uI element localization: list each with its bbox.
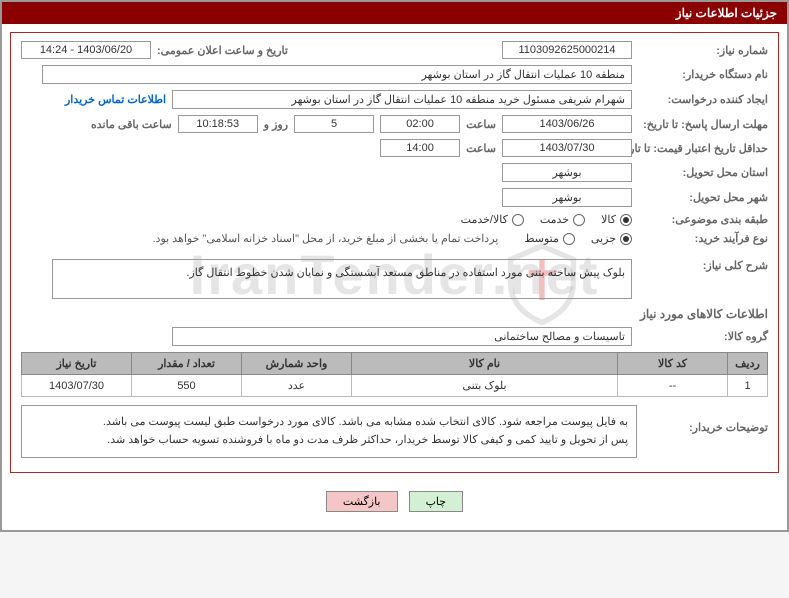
province-label: استان محل تحویل:: [638, 166, 768, 179]
radio-dot-icon: [573, 214, 585, 226]
back-button[interactable]: بازگشت: [326, 491, 398, 512]
page-header: جزئیات اطلاعات نیاز: [2, 2, 787, 24]
th-qty: تعداد / مقدار: [132, 353, 242, 375]
desc-title-label: شرح کلی نیاز:: [638, 259, 768, 272]
cell-date: 1403/07/30: [22, 375, 132, 397]
payment-note: پرداخت تمام یا بخشی از مبلغ خرید، از محل…: [153, 232, 499, 245]
buyer-notes-line2: پس از تحویل و تایید کمی و کیفی کالا توسط…: [30, 432, 628, 450]
days-value: 5: [294, 115, 374, 133]
goods-table: ردیف کد کالا نام کالا واحد شمارش تعداد /…: [21, 352, 768, 397]
cell-code: --: [618, 375, 728, 397]
th-name: نام کالا: [352, 353, 618, 375]
deadline-label: مهلت ارسال پاسخ: تا تاریخ:: [638, 118, 768, 131]
remaining-label: ساعت باقی مانده: [91, 118, 172, 131]
deadline-time: 02:00: [380, 115, 460, 133]
print-button[interactable]: چاپ: [409, 491, 464, 512]
announce-label: تاریخ و ساعت اعلان عمومی:: [157, 44, 288, 57]
th-unit: واحد شمارش: [242, 353, 352, 375]
radio-dot-icon: [512, 214, 524, 226]
process-label: نوع فرآیند خرید:: [638, 232, 768, 245]
validity-time: 14:00: [380, 139, 460, 157]
radio-service-label: خدمت: [540, 213, 569, 226]
buyer-org-value: منطقه 10 عملیات انتقال گاز در استان بوشه…: [42, 65, 632, 84]
buyer-notes-line1: به فایل پیوست مراجعه شود. کالای انتخاب ش…: [30, 414, 628, 432]
radio-dot-icon: [563, 233, 575, 245]
need-number-label: شماره نیاز:: [638, 44, 768, 57]
cell-unit: عدد: [242, 375, 352, 397]
table-row: 1 -- بلوک بتنی عدد 550 1403/07/30: [22, 375, 768, 397]
cell-name: بلوک بتنی: [352, 375, 618, 397]
buyer-notes-label: توضیحات خریدار:: [643, 421, 768, 434]
need-number-value: 1103092625000214: [502, 41, 632, 59]
description-text: بلوک پیش ساخته بتنی مورد استفاده در مناط…: [52, 259, 632, 299]
radio-dot-icon: [620, 233, 632, 245]
deadline-date: 1403/06/26: [502, 115, 632, 133]
city-label: شهر محل تحویل:: [638, 191, 768, 204]
days-and-label: روز و: [264, 118, 288, 131]
validity-date: 1403/07/30: [502, 139, 632, 157]
cell-row: 1: [728, 375, 768, 397]
goods-section-title: اطلاعات کالاهای مورد نیاز: [21, 307, 768, 321]
radio-goods-label: کالا: [601, 213, 616, 226]
province-value: بوشهر: [502, 163, 632, 182]
radio-minor-label: جزیی: [591, 232, 616, 245]
th-code: کد کالا: [618, 353, 728, 375]
th-date: تاریخ نیاز: [22, 353, 132, 375]
cell-qty: 550: [132, 375, 242, 397]
category-label: طبقه بندی موضوعی:: [638, 213, 768, 226]
radio-medium-label: متوسط: [524, 232, 559, 245]
category-radio-group: کالا خدمت کالا/خدمت: [461, 213, 632, 226]
group-label: گروه کالا:: [638, 330, 768, 343]
radio-minor[interactable]: جزیی: [591, 232, 632, 245]
countdown-value: 10:18:53: [178, 115, 258, 133]
buyer-notes-box: به فایل پیوست مراجعه شود. کالای انتخاب ش…: [21, 405, 637, 458]
creator-value: شهرام شریفی مسئول خرید منطقه 10 عملیات ا…: [172, 90, 632, 109]
contact-buyer-link[interactable]: اطلاعات تماس خریدار: [65, 93, 166, 106]
radio-both-label: کالا/خدمت: [461, 213, 508, 226]
city-value: بوشهر: [502, 188, 632, 207]
th-row: ردیف: [728, 353, 768, 375]
main-panel: شماره نیاز: 1103092625000214 تاریخ و ساع…: [10, 32, 779, 473]
radio-service[interactable]: خدمت: [540, 213, 585, 226]
radio-dot-icon: [620, 214, 632, 226]
radio-goods[interactable]: کالا: [601, 213, 632, 226]
validity-label: حداقل تاریخ اعتبار قیمت: تا تاریخ:: [638, 142, 768, 155]
process-radio-group: جزیی متوسط: [524, 232, 632, 245]
button-row: چاپ بازگشت: [10, 481, 779, 522]
creator-label: ایجاد کننده درخواست:: [638, 93, 768, 106]
announce-value: 1403/06/20 - 14:24: [21, 41, 151, 59]
radio-medium[interactable]: متوسط: [524, 232, 575, 245]
group-value: تاسیسات و مصالح ساختمانی: [172, 327, 632, 346]
radio-both[interactable]: کالا/خدمت: [461, 213, 524, 226]
time-label-2: ساعت: [466, 142, 496, 155]
buyer-org-label: نام دستگاه خریدار:: [638, 68, 768, 81]
time-label-1: ساعت: [466, 118, 496, 131]
